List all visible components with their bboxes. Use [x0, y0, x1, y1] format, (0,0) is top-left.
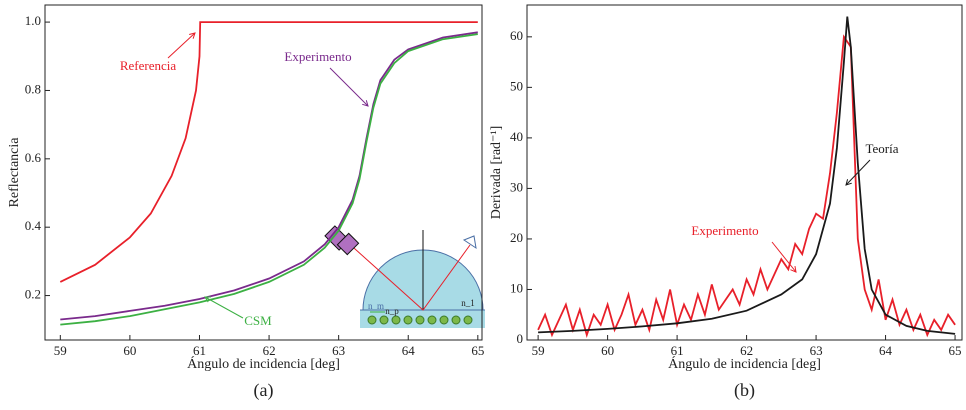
annotation-arrow [167, 32, 196, 59]
arrow-head [845, 179, 852, 186]
y-tick-label: 0.4 [25, 218, 42, 233]
y-tick-label: 1.0 [25, 13, 41, 28]
x-axis-label: Ángulo de incidencia [deg] [668, 355, 821, 372]
x-tick-label: 62 [263, 343, 276, 358]
annotation: n_m [368, 301, 384, 311]
series-line [60, 33, 478, 326]
laser-head [336, 232, 360, 256]
arrow-head [204, 296, 212, 303]
series-line [537, 34, 956, 338]
x-tick-label: 65 [471, 343, 484, 358]
x-tick-label: 61 [671, 343, 684, 358]
annotation: Experimento [284, 49, 351, 64]
x-tick-label: 63 [810, 343, 823, 358]
y-axis-label: Derivada [rad⁻¹] [489, 126, 504, 220]
y-tick-label: 0.6 [25, 150, 42, 165]
y-tick-label: 20 [510, 230, 523, 245]
x-axis-label: Ángulo de incidencia [deg] [187, 355, 340, 372]
arrow-head [189, 32, 196, 39]
annotation: Teoría [865, 141, 898, 156]
beam [344, 239, 471, 311]
x-tick-label: 62 [740, 343, 753, 358]
x-tick-label: 59 [532, 343, 545, 358]
annotation-arrow [771, 241, 797, 273]
x-tick-label: 59 [54, 343, 67, 358]
detector [462, 235, 477, 250]
y-tick-label: 50 [510, 78, 523, 93]
y-tick-label: 0.8 [25, 81, 41, 96]
y-tick-label: 60 [510, 28, 523, 43]
y-tick-label: 30 [510, 179, 523, 194]
x-tick-label: 65 [949, 343, 962, 358]
y-tick-label: 10 [510, 280, 523, 295]
y-tick-label: 0.2 [25, 287, 41, 302]
panel-label: (b) [734, 380, 755, 401]
x-tick-label: 61 [193, 343, 206, 358]
annotation-arrow [329, 67, 369, 107]
annotation: n_1 [461, 298, 475, 308]
x-tick-label: 63 [332, 343, 345, 358]
annotation-arrow [845, 159, 871, 186]
panel-label: (a) [254, 380, 274, 401]
y-tick-label: 0 [517, 331, 524, 346]
y-axis-label: Reflectancia [7, 137, 22, 208]
series-line [538, 16, 956, 335]
annotation-arrow [204, 296, 244, 319]
inset-diagram [324, 225, 485, 328]
arrow-head [362, 100, 369, 107]
x-tick-label: 60 [123, 343, 136, 358]
annotation: CSM [244, 313, 272, 328]
particles [367, 315, 473, 325]
x-tick-label: 64 [879, 343, 893, 358]
annotation: Experimento [691, 223, 758, 238]
arrow-head [790, 266, 797, 273]
plot-frame [44, 4, 483, 341]
annotation: Referencia [120, 58, 177, 73]
x-tick-label: 64 [402, 343, 416, 358]
series-line [59, 21, 478, 283]
series-line [60, 31, 478, 321]
x-tick-label: 60 [601, 343, 614, 358]
plot-frame [526, 4, 963, 341]
annotation: n_p [385, 306, 399, 316]
y-tick-label: 40 [510, 129, 523, 144]
